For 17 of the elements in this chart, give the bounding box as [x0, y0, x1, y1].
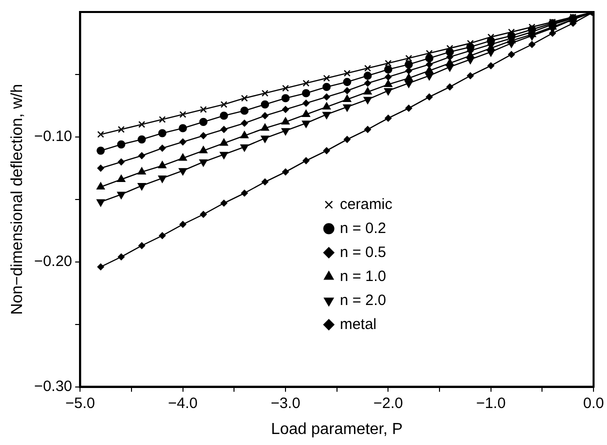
- y-tick-label: −0.10: [34, 128, 72, 146]
- x-tick-label: −4.0: [168, 394, 198, 412]
- legend-label: n = 1.0: [340, 268, 386, 285]
- x-tick-label: 0.0: [583, 394, 604, 412]
- legend-label: ceramic: [340, 196, 393, 213]
- y-axis-title: Non−dimensional deflection, w/h: [9, 84, 26, 315]
- legend-label: n = 2.0: [340, 292, 386, 309]
- x-tick-label: −1.0: [476, 394, 506, 412]
- x-tick-label: −3.0: [270, 394, 300, 412]
- legend-label: metal: [340, 316, 377, 333]
- y-tick-label: −0.30: [34, 378, 72, 395]
- x-tick-label: −2.0: [373, 394, 404, 412]
- y-tick-label: −0.20: [34, 253, 72, 270]
- x-tick-label: −5.0: [65, 394, 95, 412]
- x-axis-title: Load parameter, P: [271, 420, 403, 438]
- legend-label: n = 0.5: [340, 244, 386, 261]
- legend-label: n = 0.2: [340, 220, 386, 237]
